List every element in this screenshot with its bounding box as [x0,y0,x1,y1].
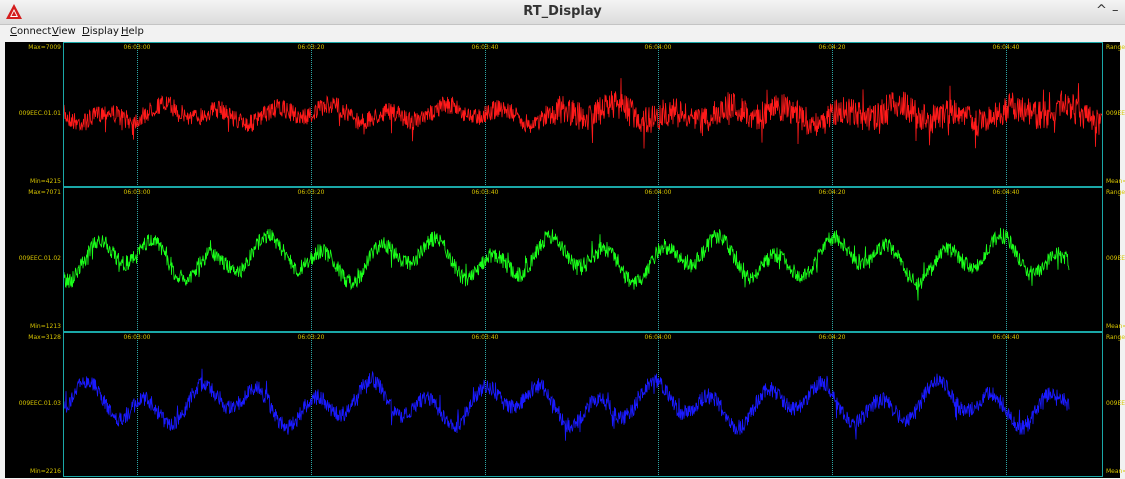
time-gridline [832,44,833,185]
channel-panel[interactable]: Max=3128 009EEC.01.03 Min=2216 Range= 009EEC… [5,332,1125,477]
channel-name-label: 009EEC.01.01 [18,110,61,117]
time-gridline [1006,334,1007,475]
time-tick-label: 06:03:40 [471,334,499,341]
time-gridline [1006,189,1007,330]
time-gridline [658,189,659,330]
time-gridline [311,44,312,185]
time-tick-label: 06:04:20 [818,189,846,196]
time-gridline [485,334,486,475]
waveform-trace [64,227,1070,301]
menu-view[interactable]: View [52,26,76,37]
channel-name-right-label: 009EEC [1106,255,1125,262]
channel-min-label: Min=4215 [30,178,61,185]
channel-range-label: Range= [1106,44,1125,51]
menu-bar: Connect View Display Help [0,25,1125,41]
waveform-display[interactable]: Max=7009 009EEC.01.01 Min=4215 Range= 009EEC… [5,42,1125,478]
channel-waveform [64,227,1070,301]
waveform-trace [64,368,1070,441]
channel-name-label: 009EEC.01.03 [18,400,61,407]
time-tick-label: 06:04:20 [818,334,846,341]
time-gridline [832,189,833,330]
channel-min-label: Min=2216 [30,468,61,475]
title-bar[interactable]: RT_Display ^ – [0,0,1125,25]
waveform-trace [64,78,1102,149]
channel-mean-label: Mean=2 [1106,323,1125,330]
channel-name-right-label: 009EEC [1106,110,1125,117]
time-tick-label: 06:04:00 [644,189,672,196]
minimize-button[interactable]: – [1112,3,1119,18]
menu-display[interactable]: Display [82,26,119,37]
window-title: RT_Display [523,4,602,19]
channel-name-label: 009EEC.01.02 [18,255,61,262]
menu-help-accel: H [121,26,129,37]
channel-mean-label: Mean=6 [1106,468,1125,475]
menu-view-accel: V [52,26,59,37]
time-gridline [832,334,833,475]
channel-max-label: Max=7009 [28,44,61,51]
channel-waveform [64,368,1070,441]
menu-connect[interactable]: Connect [10,26,51,37]
channel-plot-area [63,332,1103,477]
channel-range-label: Range= [1106,189,1125,196]
channel-mean-label: Mean= [1106,178,1125,185]
channel-panel[interactable]: Max=7009 009EEC.01.01 Min=4215 Range= 009EEC… [5,42,1125,187]
channel-plot-area [63,187,1103,332]
time-tick-label: 06:03:20 [297,334,325,341]
time-tick-label: 06:04:40 [992,44,1020,51]
time-tick-label: 06:04:40 [992,189,1020,196]
menu-connect-accel: C [10,26,17,37]
time-tick-label: 06:03:00 [123,44,151,51]
time-gridline [658,44,659,185]
time-tick-label: 06:03:40 [471,189,499,196]
time-tick-label: 06:03:20 [297,44,325,51]
menu-help[interactable]: Help [121,26,144,37]
menu-connect-label: onnect [16,26,52,37]
channel-max-label: Max=3128 [28,334,61,341]
time-tick-label: 06:04:20 [818,44,846,51]
time-tick-label: 06:04:00 [644,44,672,51]
time-gridline [137,44,138,185]
channel-max-label: Max=7071 [28,189,61,196]
time-tick-label: 06:04:00 [644,334,672,341]
menu-display-label: isplay [89,26,119,37]
menu-help-label: elp [128,26,144,37]
time-tick-label: 06:04:40 [992,334,1020,341]
time-tick-label: 06:03:00 [123,189,151,196]
app-logo-icon [6,4,22,19]
channel-name-right-label: 009EEC [1106,400,1125,407]
channel-min-label: Min=1213 [30,323,61,330]
channel-panel[interactable]: Max=7071 009EEC.01.02 Min=1213 Range= 009EEC… [5,187,1125,332]
time-tick-label: 06:03:00 [123,334,151,341]
channel-range-label: Range= [1106,334,1125,341]
menu-view-label: iew [58,26,76,37]
channel-waveform [64,78,1102,149]
time-tick-label: 06:03:40 [471,44,499,51]
maximize-button[interactable]: ^ [1096,3,1107,18]
menu-display-accel: D [82,26,90,37]
channel-plot-area [63,42,1103,187]
time-tick-label: 06:03:20 [297,189,325,196]
time-gridline [658,334,659,475]
time-gridline [137,189,138,330]
